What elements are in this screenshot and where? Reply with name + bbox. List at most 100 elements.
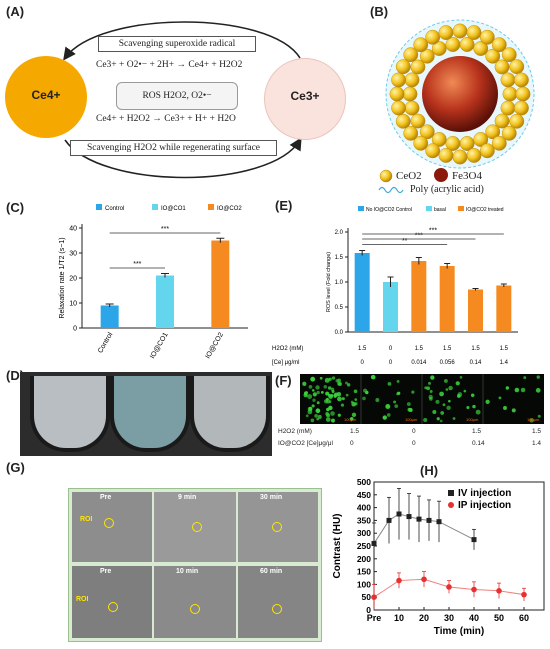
ceo2-particle (445, 136, 461, 151)
cell-dot (363, 388, 368, 393)
cell-dot (310, 418, 315, 423)
data-point (371, 540, 377, 546)
data-point (521, 591, 527, 598)
cell-dot (386, 413, 391, 417)
data-point (406, 514, 412, 520)
legend-swatch (152, 204, 158, 210)
cell-dot (316, 390, 320, 395)
legend-swatch (426, 206, 432, 211)
ceo2-particle (473, 41, 489, 56)
box-h2o2: Scavenging H2O2 while regenerating surfa… (70, 140, 277, 156)
cell-dot (529, 418, 534, 423)
cell-dot (396, 379, 400, 383)
row1-value: 1.5 (500, 346, 509, 352)
cell-dot (411, 390, 415, 394)
y-tick-label: 10 (69, 301, 77, 308)
cell-dot (536, 375, 540, 379)
legend-ceo2: CeO2 (396, 170, 422, 182)
ct-top-9min: 9 min (154, 492, 236, 562)
cell-dot (463, 389, 467, 393)
ceo2-particle (491, 37, 507, 53)
ct-bottom-10min: 10 min (154, 566, 236, 638)
cell-dot (423, 418, 428, 423)
cell-dot (439, 419, 443, 423)
f-row2-0: 0 (350, 440, 354, 447)
data-point (471, 586, 477, 593)
cell-dot (330, 411, 335, 416)
ceo2-particle (425, 29, 441, 45)
row1-value: 0 (389, 346, 393, 352)
cell-dot (439, 391, 444, 397)
roi-circle (192, 522, 202, 532)
cell-dot (375, 397, 380, 402)
ceo2-particle (494, 113, 510, 129)
cell-dot (330, 387, 335, 391)
cell-dot (316, 401, 320, 405)
y-tick-label: 300 (357, 528, 371, 538)
cell-dot (303, 391, 308, 396)
fe3o4-legend-icon (434, 168, 448, 182)
cell-dot (385, 404, 391, 409)
y-tick-label: 100 (357, 579, 371, 589)
scale-bar-label: 100μm (527, 417, 540, 422)
cell-dot (370, 374, 376, 380)
ceo2-particle (491, 135, 507, 151)
significance-label: *** (429, 228, 437, 235)
bar (211, 240, 230, 328)
ceo2-particle (514, 72, 529, 88)
cell-dot (331, 376, 336, 380)
ceo2-particle (395, 59, 411, 75)
tube-ioco2 (190, 376, 270, 452)
cell-dot (337, 413, 341, 417)
bar (100, 305, 119, 328)
cell-dot (308, 406, 313, 411)
cell-dot (426, 386, 431, 391)
data-point (396, 511, 402, 517)
ceo2-particle (494, 59, 510, 75)
ceo2-particle (515, 86, 531, 102)
ceo2-particle (438, 148, 454, 163)
cell-dot (457, 392, 463, 397)
cell-dot (307, 394, 313, 399)
cell-dot (330, 418, 336, 423)
ct-bottom-pre-label: Pre (100, 568, 112, 575)
ceo2-particle (473, 132, 489, 147)
legend-poly: Poly (acrylic acid) (410, 184, 484, 195)
cell-dot (324, 377, 330, 383)
y-tick-label: 0 (73, 326, 77, 333)
cell-dot (305, 414, 309, 418)
data-point (436, 519, 442, 525)
y-tick-label: 250 (357, 541, 371, 551)
cell-dot (328, 405, 333, 411)
ceo2-particle (459, 37, 475, 52)
ce3-label: Ce3+ (290, 89, 320, 103)
ceo2-particle (413, 37, 429, 53)
y-tick-label: 500 (357, 477, 371, 487)
cell-dot (442, 403, 446, 407)
roi-circle (104, 518, 114, 528)
cell-dot (326, 413, 331, 418)
box-ros: ROS H2O2, O2•− (116, 82, 238, 110)
ceo2-particle (479, 29, 495, 45)
ceo2-particle (389, 86, 405, 102)
f-row1-label: H2O2 (mM) (278, 428, 312, 435)
fluorescence-images: 100μm 100μm 100μm 100μm (300, 374, 544, 424)
cell-dot (344, 381, 348, 385)
row2-value: 0.056 (440, 360, 456, 366)
legend-label: basal (434, 207, 446, 213)
cell-dot (340, 403, 345, 407)
ceo2-particle (419, 124, 435, 140)
ceo2-particle (514, 100, 529, 116)
cell-dot (312, 392, 317, 397)
panel-label-g: (G) (6, 460, 25, 475)
y-tick-label: 1.0 (335, 280, 344, 286)
chart-e: No IO@CO2 Control basal IO@CO2 treated 0.0 0… (272, 206, 518, 366)
y-tick-label: 2.0 (335, 230, 344, 236)
cell-dot (302, 381, 307, 386)
cell-dot (315, 385, 320, 390)
row2-label: [Ce] μg/ml (272, 360, 299, 366)
ceo2-particle (402, 86, 418, 102)
cell-dot (475, 409, 481, 415)
panel-label-f: (F) (275, 373, 292, 388)
ct-bottom-60min-label: 60 min (260, 568, 283, 575)
